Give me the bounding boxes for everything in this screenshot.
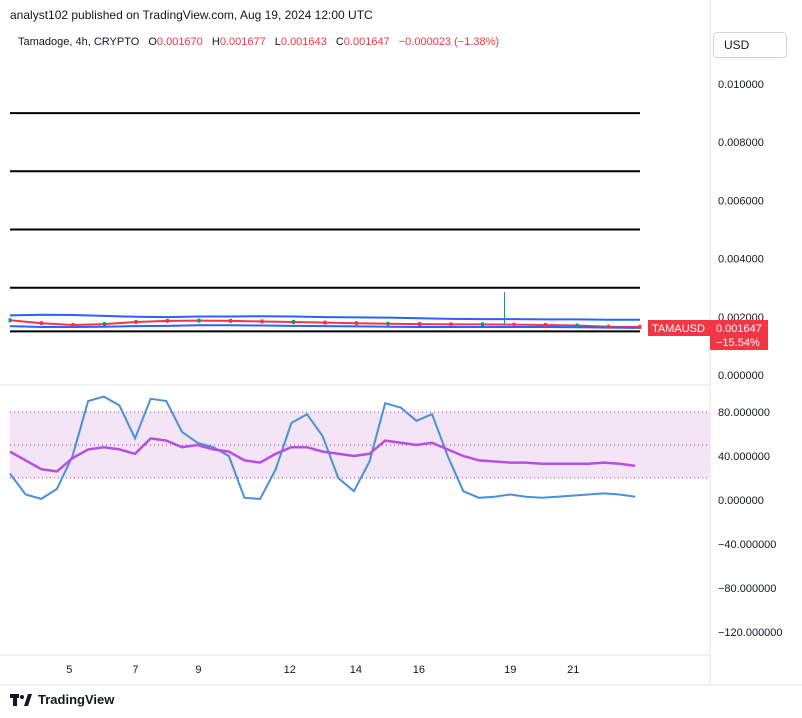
price-axis-tick: 0.008000 [718, 137, 764, 149]
price-badge-ticker-bg [648, 320, 710, 336]
price-badge-ticker: TAMAUSD [652, 323, 705, 335]
time-axis-tick: 19 [504, 664, 516, 676]
price-badge-value-bg [710, 320, 768, 350]
ohlc-high-label: H [211, 36, 220, 48]
price-axis-tick: 0.004000 [718, 254, 764, 266]
time-axis-tick: 5 [66, 664, 72, 676]
osc-axis-tick: 0.000000 [718, 495, 764, 507]
price-badge-change: −15.54% [716, 337, 760, 349]
candle [166, 318, 169, 323]
osc-axis-tick: −80.000000 [718, 583, 776, 595]
candle [134, 320, 138, 325]
candle [355, 321, 358, 326]
osc-axis-tick: 40.000000 [718, 451, 770, 463]
time-axis-tick: 9 [195, 664, 201, 676]
stochastic-rsi-pane: 80.000000 40.000000 0.000000 −40.000000 −80.… [9, 395, 783, 639]
candle [229, 318, 232, 323]
stoch-series-pct-D [9, 437, 636, 473]
ohlc-open-label: O [148, 36, 157, 48]
ohlc-high-value: 0.001677 [219, 36, 266, 48]
osc-axis-tick: −120.000000 [718, 627, 783, 639]
price-series-upper_band [9, 313, 640, 321]
ohlc-close-value: 0.001647 [343, 36, 390, 48]
osc-axis-tick: 80.000000 [718, 407, 770, 419]
ohlc-low-label: L [274, 36, 281, 48]
candle [607, 324, 610, 329]
tradingview-footer[interactable]: TradingView [10, 692, 114, 707]
symbol-ohlc-line: Tamadoge, 4h, CRYPTO O0.001670 H0.001677… [18, 36, 499, 48]
candle [386, 321, 390, 326]
candle [292, 320, 295, 325]
price-badge: TAMAUSD 0.001647 −15.54% [648, 320, 768, 350]
candle [544, 322, 547, 327]
ohlc-low-value: 0.001643 [280, 36, 327, 48]
tradingview-logo-icon [10, 693, 32, 706]
price-badge-price: 0.001647 [716, 323, 762, 335]
candle [449, 322, 453, 327]
tradingview-brand: TradingView [38, 692, 115, 707]
time-axis-tick: 12 [284, 664, 296, 676]
candle [638, 324, 642, 329]
stoch-series-pct-K [9, 395, 636, 500]
publisher-caption: analyst102 published on TradingView.com,… [10, 8, 373, 22]
price-axis-tick: 0.000000 [718, 370, 764, 382]
candle [103, 322, 106, 327]
time-axis: 5 7 9 12 14 16 19 21 [66, 664, 579, 676]
candle [418, 322, 421, 327]
ohlc-close-label: C [335, 36, 344, 48]
time-axis-tick: 16 [413, 664, 425, 676]
osc-axis-tick: −40.000000 [718, 539, 776, 551]
candle [323, 320, 327, 325]
time-axis-tick: 7 [132, 664, 138, 676]
time-axis-tick: 14 [350, 664, 362, 676]
candle [8, 318, 12, 323]
candle [197, 318, 201, 323]
price-axis-tick: 0.006000 [718, 195, 764, 207]
candle [40, 321, 43, 326]
price-series-lower_band [9, 324, 641, 329]
time-axis-tick: 21 [567, 664, 579, 676]
candle [481, 322, 484, 327]
price-change: −0.000023 (−1.38%) [398, 36, 500, 48]
price-pane: 0.0100000.0080000.0060000.0040000.002000… [8, 79, 764, 382]
candle [512, 322, 516, 327]
candle [71, 322, 75, 327]
symbol-name: Tamadoge, 4h, CRYPTO [18, 36, 140, 48]
candle [575, 323, 579, 328]
ohlc-open-value: 0.001670 [156, 36, 203, 48]
candle [260, 319, 264, 324]
price-axis-tick: 0.010000 [718, 79, 764, 91]
currency-selector-button[interactable]: USD [713, 32, 787, 58]
